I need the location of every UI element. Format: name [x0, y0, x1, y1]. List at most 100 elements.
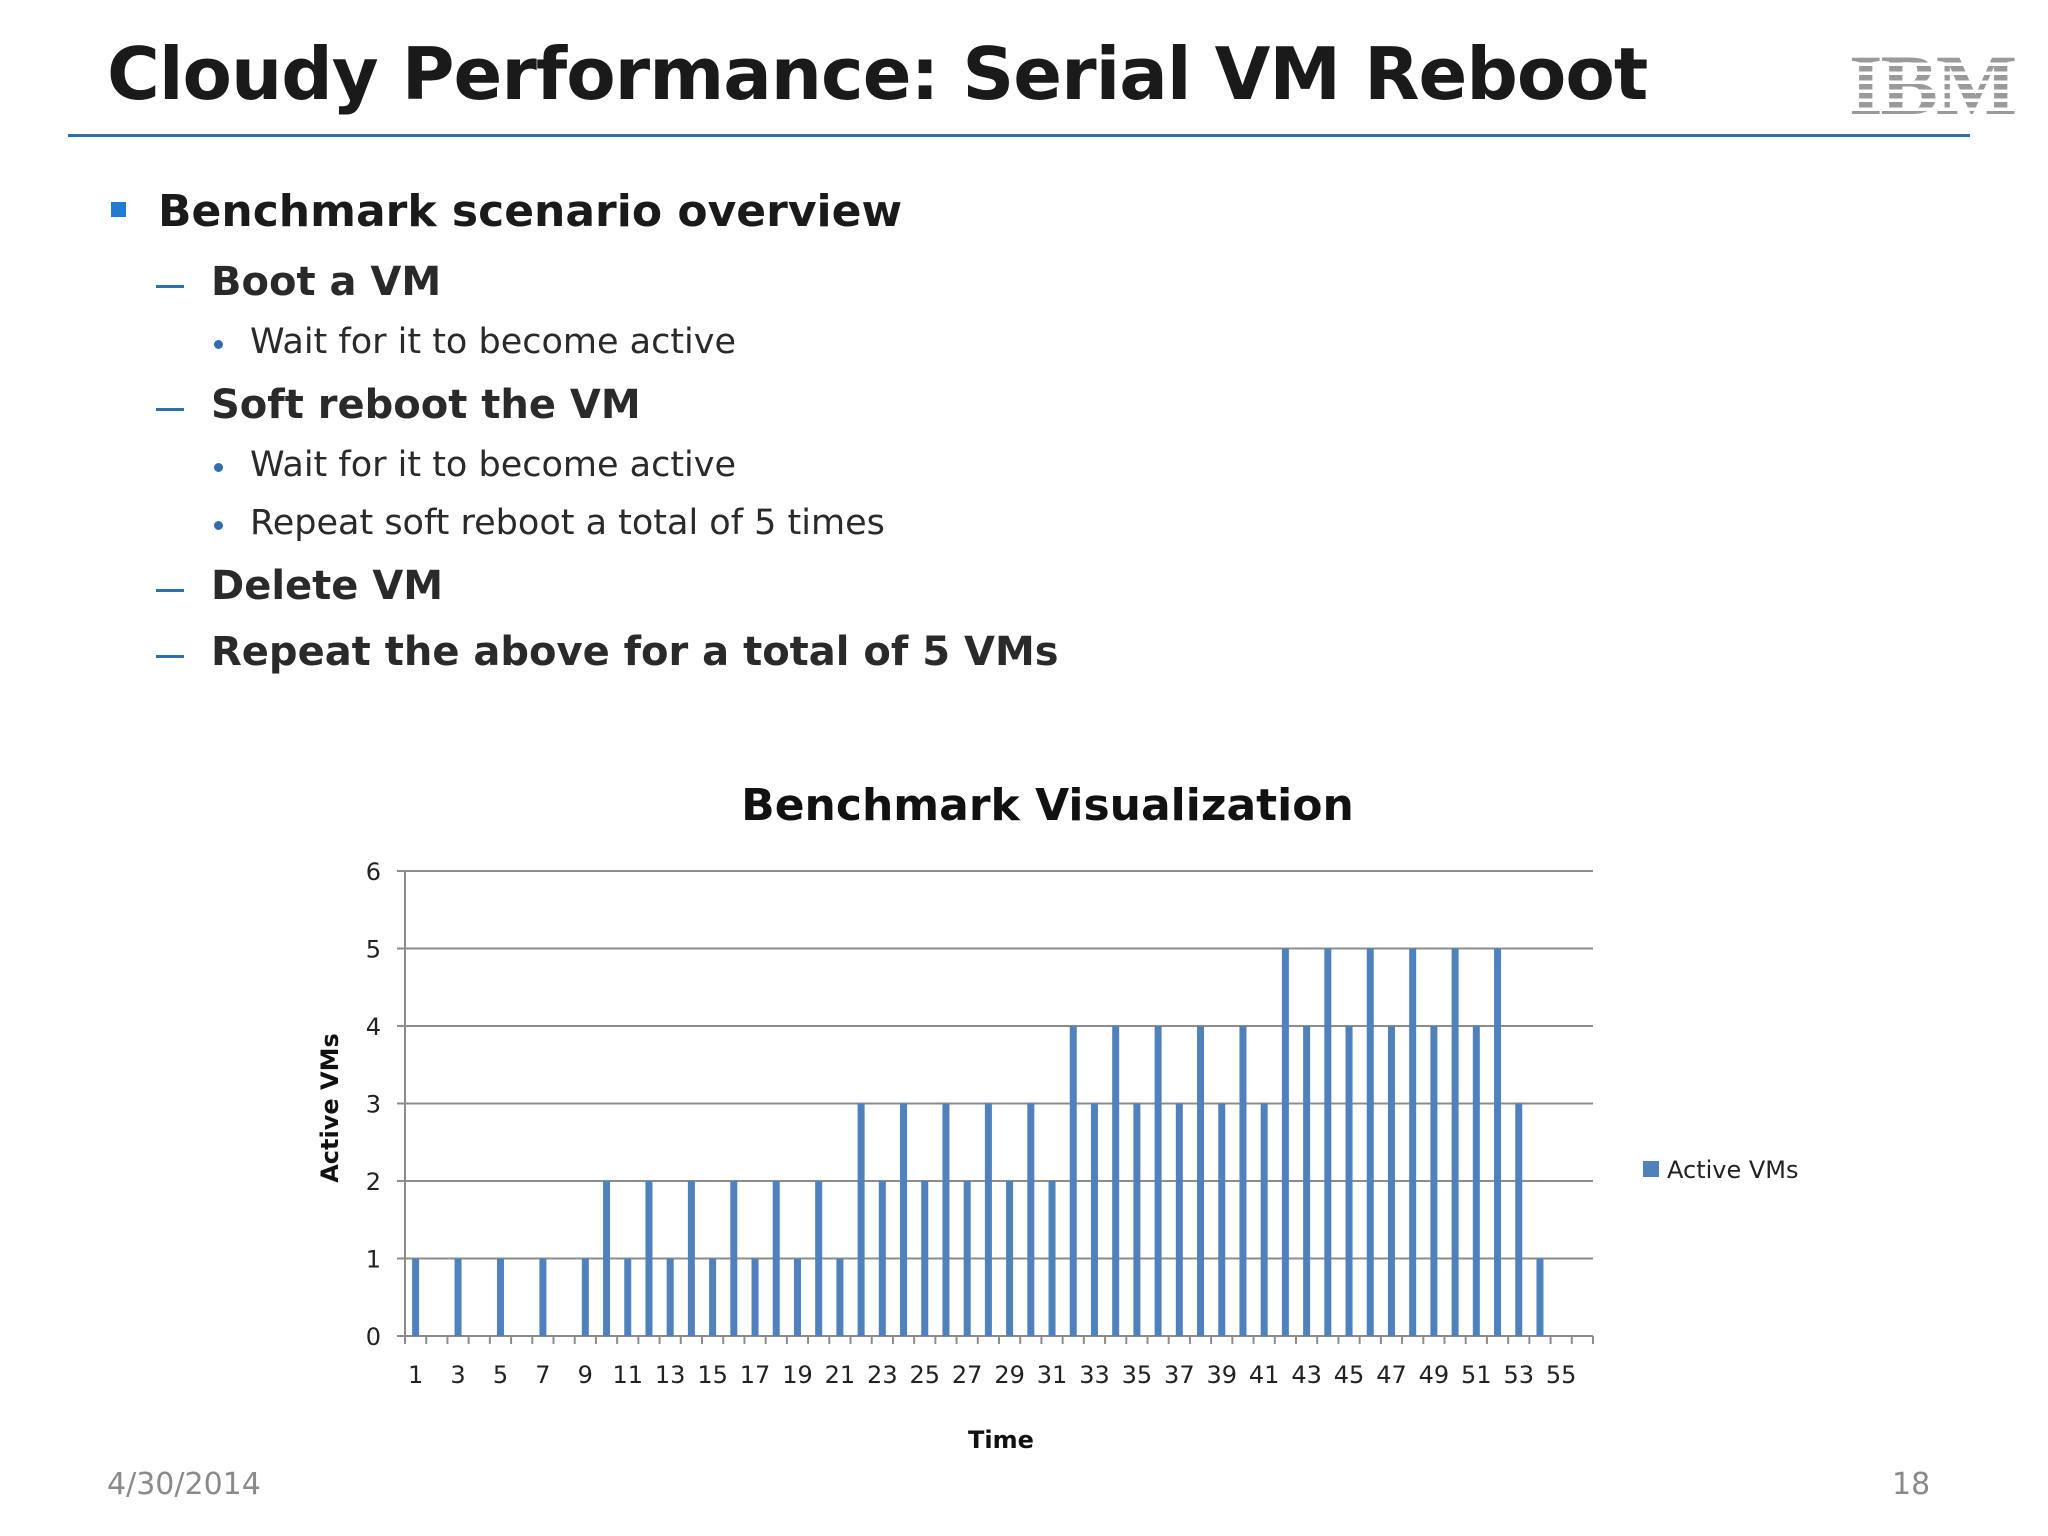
sub-bullet-wait-1: Wait for it to become active	[250, 322, 737, 362]
dot-bullet-icon	[214, 521, 223, 530]
ibm-logo: IBM	[1848, 48, 2016, 120]
x-tick-label: 55	[1546, 1361, 1577, 1389]
dash-bullet-icon	[156, 589, 184, 592]
bullet-item-boot: Boot a VM	[211, 259, 442, 305]
page-number: 18	[1892, 1467, 1931, 1502]
dash-bullet-icon	[156, 285, 184, 288]
bar	[1324, 948, 1332, 1336]
legend-label: Active VMs	[1667, 1156, 1799, 1184]
x-tick-label: 31	[1037, 1361, 1068, 1389]
bar	[603, 1181, 611, 1336]
y-tick-label: 2	[366, 1168, 381, 1196]
bullet-item-soft-reboot: Soft reboot the VM	[211, 382, 641, 428]
x-tick-label: 41	[1249, 1361, 1280, 1389]
bar	[1218, 1103, 1226, 1336]
bar	[496, 1258, 504, 1336]
bar	[1197, 1026, 1205, 1336]
x-tick-label: 45	[1334, 1361, 1365, 1389]
bar	[900, 1103, 908, 1336]
x-tick-label: 19	[782, 1361, 813, 1389]
x-tick-label: 29	[994, 1361, 1025, 1389]
bar	[921, 1181, 929, 1336]
bar	[836, 1258, 844, 1336]
bar	[1345, 1026, 1353, 1336]
bar	[1239, 1026, 1247, 1336]
bar	[793, 1258, 801, 1336]
x-tick-label: 51	[1461, 1361, 1492, 1389]
bar	[1112, 1026, 1120, 1336]
y-tick-label: 5	[366, 936, 381, 964]
x-tick-label: 11	[612, 1361, 643, 1389]
bar	[1536, 1258, 1544, 1336]
bar	[857, 1103, 865, 1336]
bar	[984, 1103, 992, 1336]
bar	[645, 1181, 653, 1336]
bar	[1175, 1103, 1183, 1336]
dash-bullet-icon	[156, 655, 184, 658]
x-tick-label: 47	[1376, 1361, 1407, 1389]
y-tick-label: 0	[366, 1323, 381, 1351]
y-tick-label: 6	[366, 858, 381, 886]
bar	[751, 1258, 759, 1336]
bar	[624, 1258, 632, 1336]
bar	[963, 1181, 971, 1336]
bar	[1006, 1181, 1014, 1336]
chart-title: Benchmark Visualization	[741, 780, 1354, 831]
y-tick-label: 1	[366, 1246, 381, 1274]
y-tick-label: 4	[366, 1013, 381, 1041]
legend-swatch	[1643, 1161, 1659, 1177]
bar	[1366, 948, 1374, 1336]
slide-title: Cloudy Performance: Serial VM Reboot	[107, 32, 1648, 116]
x-tick-label: 39	[1206, 1361, 1237, 1389]
x-tick-label: 21	[825, 1361, 856, 1389]
x-axis-title: Time	[968, 1426, 1034, 1454]
x-tick-label: 43	[1291, 1361, 1322, 1389]
bar	[1515, 1103, 1523, 1336]
bar	[666, 1258, 674, 1336]
bar	[454, 1258, 462, 1336]
bar	[1387, 1026, 1395, 1336]
x-tick-label: 17	[740, 1361, 771, 1389]
bar	[1451, 948, 1459, 1336]
sub-bullet-wait-2: Wait for it to become active	[250, 445, 737, 485]
bar	[539, 1258, 547, 1336]
x-tick-label: 9	[578, 1361, 593, 1389]
bar	[815, 1181, 823, 1336]
y-tick-label: 3	[366, 1091, 381, 1119]
bar	[878, 1181, 886, 1336]
bar	[1069, 1026, 1077, 1336]
bar	[709, 1258, 717, 1336]
dash-bullet-icon	[156, 408, 184, 411]
x-tick-label: 5	[493, 1361, 508, 1389]
bar	[412, 1258, 420, 1336]
bar	[1303, 1026, 1311, 1336]
dot-bullet-icon	[214, 340, 223, 349]
x-tick-label: 35	[1122, 1361, 1153, 1389]
x-tick-label: 7	[535, 1361, 550, 1389]
bar	[1409, 948, 1417, 1336]
bar	[581, 1258, 589, 1336]
sub-bullet-repeat-reboot: Repeat soft reboot a total of 5 times	[250, 503, 885, 543]
bar	[1133, 1103, 1141, 1336]
slide-date: 4/30/2014	[107, 1467, 261, 1502]
bar	[1027, 1103, 1035, 1336]
bar	[1048, 1181, 1056, 1336]
x-tick-label: 23	[867, 1361, 898, 1389]
x-tick-label: 27	[952, 1361, 983, 1389]
bar	[1430, 1026, 1438, 1336]
x-tick-label: 53	[1503, 1361, 1534, 1389]
x-tick-label: 25	[909, 1361, 940, 1389]
dot-bullet-icon	[214, 463, 223, 472]
bullet-item-repeat-vms: Repeat the above for a total of 5 VMs	[211, 629, 1059, 675]
bullet-item-delete: Delete VM	[211, 563, 444, 609]
x-tick-label: 3	[450, 1361, 465, 1389]
bar	[1472, 1026, 1480, 1336]
bar	[772, 1181, 780, 1336]
bar	[1281, 948, 1289, 1336]
bar	[1090, 1103, 1098, 1336]
bar	[730, 1181, 738, 1336]
bar	[942, 1103, 950, 1336]
x-tick-label: 49	[1419, 1361, 1450, 1389]
x-tick-label: 1	[408, 1361, 423, 1389]
